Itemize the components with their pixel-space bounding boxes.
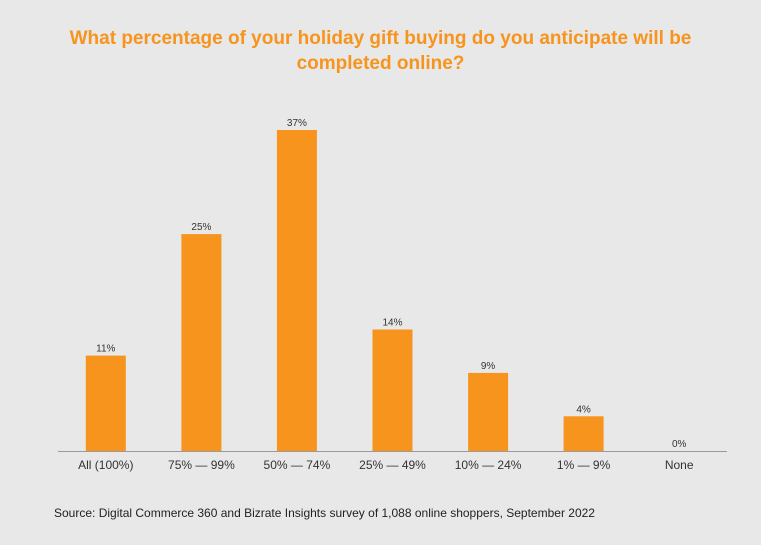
- source-note: Source: Digital Commerce 360 and Bizrate…: [54, 506, 595, 520]
- bar: [181, 234, 222, 451]
- data-label: 37%: [287, 118, 307, 129]
- bar: [563, 416, 604, 451]
- x-tick-label: All (100%): [78, 458, 133, 472]
- x-tick-label: None: [665, 458, 694, 472]
- bar: [372, 329, 413, 451]
- bar: [276, 130, 317, 451]
- data-label: 11%: [96, 344, 115, 355]
- bar: [468, 372, 509, 451]
- bar: [85, 355, 126, 451]
- data-label: 4%: [576, 404, 591, 415]
- data-label: 9%: [481, 361, 496, 372]
- x-tick-label: 1% — 9%: [557, 458, 611, 472]
- x-tick-label: 10% — 24%: [455, 458, 522, 472]
- chart-title: What percentage of your holiday gift buy…: [69, 28, 692, 74]
- x-tick-label: 25% — 49%: [359, 458, 426, 472]
- data-label: 25%: [191, 222, 211, 233]
- x-tick-label: 75% — 99%: [168, 458, 235, 472]
- data-label: 0%: [672, 439, 687, 450]
- data-label: 14%: [382, 318, 402, 329]
- x-tick-label: 50% — 74%: [264, 458, 331, 472]
